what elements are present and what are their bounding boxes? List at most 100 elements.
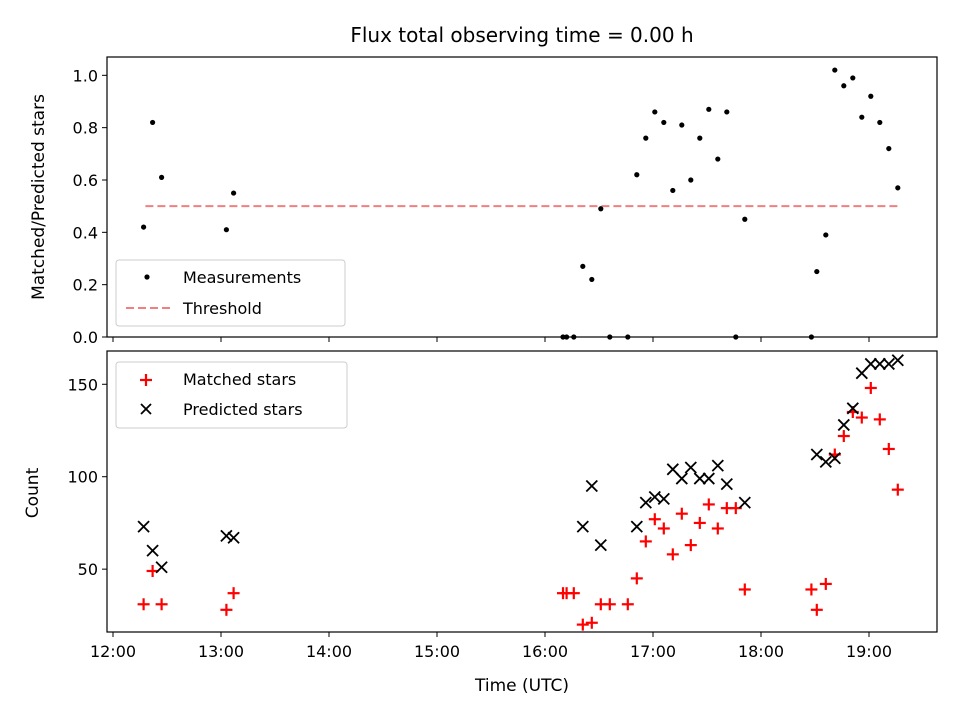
predicted-star-point — [837, 418, 850, 432]
matched-star-point — [639, 535, 652, 548]
predicted-point-stroke — [819, 455, 832, 469]
matched-star-point — [873, 413, 886, 426]
x-tick-label: 17:00 — [630, 642, 676, 661]
predicted-point-stroke — [828, 452, 841, 465]
top-y-tick-label: 0.6 — [73, 171, 98, 190]
matched-legend-label: Matched stars — [183, 370, 296, 389]
predicted-star-point — [594, 538, 607, 552]
predicted-legend-label: Predicted stars — [183, 400, 303, 419]
x-tick-label: 16:00 — [522, 642, 568, 661]
predicted-point-stroke — [576, 520, 589, 533]
measurement-point — [150, 119, 156, 126]
predicted-point-stroke — [846, 402, 859, 415]
measurement-point — [679, 122, 685, 128]
predicted-star-point — [639, 496, 652, 509]
predicted-star-point — [828, 452, 841, 465]
chart-title: Flux total observing time = 0.00 h — [350, 23, 693, 47]
x-tick-label: 12:00 — [90, 642, 136, 661]
bottom-axes-frame — [106, 350, 938, 633]
measurement-point — [634, 172, 640, 178]
matched-star-point — [666, 548, 679, 561]
predicted-point-stroke — [864, 357, 877, 371]
measurement-point — [643, 135, 649, 141]
predicted-star-point — [720, 477, 733, 491]
bottom-y-tick-label: 100 — [67, 468, 98, 487]
measurement-point — [661, 119, 667, 126]
predicted-star-point — [819, 455, 832, 469]
x-tick-label: 15:00 — [414, 642, 460, 661]
threshold-legend-label: Threshold — [182, 299, 262, 318]
bottom-plot-area — [137, 354, 904, 631]
matched-star-point — [837, 430, 850, 443]
predicted-star-point — [873, 357, 886, 371]
measurement-point — [886, 145, 892, 152]
measurement-point — [159, 174, 165, 180]
top-legend-box — [115, 259, 346, 327]
matched-legend-marker — [140, 374, 152, 386]
bottom-legend-box — [115, 361, 348, 429]
matched-star-point — [585, 616, 598, 629]
predicted-star-point — [693, 472, 706, 485]
predicted-star-point — [846, 402, 859, 415]
predicted-point-stroke — [155, 561, 168, 574]
predicted-point-stroke — [630, 520, 643, 533]
measurement-point — [715, 156, 721, 162]
predicted-star-point — [155, 561, 168, 574]
measurement-point — [895, 185, 901, 191]
top-legend: Measurements Threshold — [115, 259, 346, 327]
matched-star-point — [657, 522, 670, 535]
matched-star-point — [675, 507, 688, 520]
measurement-point — [223, 227, 229, 233]
predicted-point-stroke — [810, 448, 823, 461]
predicted-star-point — [882, 357, 895, 371]
measurement-point — [859, 114, 865, 120]
predicted-point-stroke — [227, 531, 240, 544]
matched-star-point — [711, 522, 724, 535]
predicted-star-point — [630, 520, 643, 533]
matched-star-point — [227, 587, 240, 600]
measurement-point — [231, 190, 237, 196]
predicted-point-stroke — [738, 496, 751, 509]
measurement-point — [706, 106, 712, 112]
predicted-star-point — [810, 448, 823, 461]
top-axes-frame — [106, 56, 938, 338]
top-y-tick-label: 0.2 — [73, 276, 98, 295]
matched-star-point — [621, 598, 634, 611]
predicted-legend-marker — [140, 403, 152, 415]
matched-star-point — [805, 583, 818, 596]
measurement-point — [697, 135, 703, 141]
predicted-star-point — [738, 496, 751, 509]
bottom-y-ticks: 50 100 150 — [67, 375, 107, 579]
measurement-point — [688, 177, 694, 183]
matched-star-point — [137, 598, 150, 611]
predicted-star-point — [702, 472, 715, 485]
predicted-point-stroke — [666, 463, 679, 476]
x-axis-label: Time (UTC) — [474, 676, 569, 696]
measurement-point — [670, 187, 676, 194]
measurement-point — [832, 67, 838, 73]
measurement-point — [652, 109, 658, 115]
matched-star-point — [864, 381, 877, 394]
predicted-star-point — [227, 531, 240, 544]
bottom-y-tick-label: 50 — [78, 560, 98, 579]
measurement-point — [850, 75, 856, 81]
measurements-legend-marker — [144, 274, 150, 280]
top-y-ticks: 0.0 0.2 0.4 0.6 0.8 1.0 — [73, 66, 107, 347]
predicted-point-stroke — [137, 520, 150, 533]
predicted-point-stroke — [220, 529, 233, 543]
predicted-star-point — [146, 544, 159, 557]
measurement-point — [841, 83, 847, 89]
measurement-point — [598, 206, 604, 212]
predicted-star-point — [891, 354, 904, 367]
predicted-point-stroke — [693, 472, 706, 485]
matched-star-point — [648, 513, 661, 526]
measurement-point — [742, 216, 748, 222]
predicted-star-point — [576, 520, 589, 533]
predicted-star-point — [711, 459, 724, 472]
predicted-star-point — [657, 492, 670, 506]
matched-star-point — [693, 516, 706, 529]
matched-star-point — [702, 498, 715, 511]
measurement-point — [823, 232, 829, 238]
